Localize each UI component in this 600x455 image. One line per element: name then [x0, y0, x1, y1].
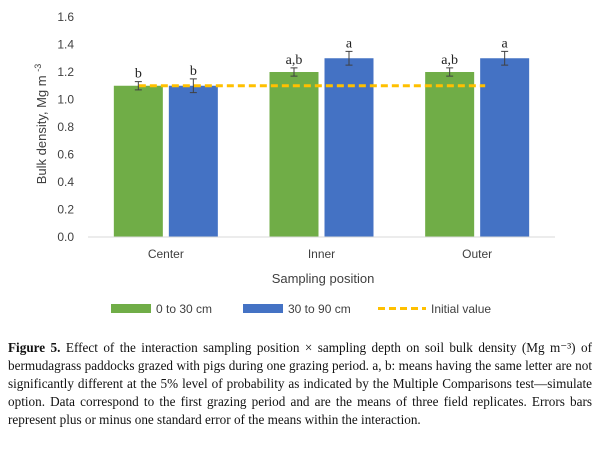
legend-item-0: 0 to 30 cm	[111, 302, 212, 316]
sig-letter-center-series-0: b	[135, 67, 142, 82]
legend-label-0: 0 to 30 cm	[156, 302, 212, 316]
legend-label-2: Initial value	[431, 302, 491, 316]
error-bar-inner-series-0	[290, 67, 298, 77]
x-axis-ticks: Center Inner Outer	[148, 247, 492, 261]
bar-center-series-1	[168, 85, 218, 237]
bar-inner-series-0	[269, 72, 319, 237]
caption-text: Effect of the interaction sampling posit…	[8, 340, 592, 427]
error-bar-inner-series-1	[345, 50, 353, 66]
sig-letter-inner-series-0: a,b	[286, 53, 303, 68]
bar-inner-series-1	[324, 58, 374, 237]
bar-outer-series-0	[425, 72, 475, 237]
x-axis-title: Sampling position	[272, 271, 375, 286]
error-bar-center-series-0	[134, 81, 142, 91]
bars	[113, 58, 530, 237]
bar-center-series-0	[113, 85, 163, 237]
bulk-density-chart: 0.0 0.2 0.4 0.6 0.8 1.0 1.2 1.4 1.6 b b a,b a a,b a C…	[33, 10, 555, 316]
legend-swatch-1	[243, 304, 283, 313]
significance-letters: b b a,b a a,b a	[135, 36, 509, 81]
y-tick-label-1: 0.2	[57, 203, 74, 217]
y-axis-ticks: 0.0 0.2 0.4 0.6 0.8 1.0 1.2 1.4 1.6	[57, 10, 74, 244]
error-bar-outer-series-1	[501, 50, 509, 66]
caption-label: Figure 5.	[8, 340, 61, 355]
y-tick-label-8: 1.6	[57, 10, 74, 24]
sig-letter-center-series-1: b	[190, 64, 197, 79]
x-tick-label-center: Center	[148, 247, 184, 261]
x-tick-label-inner: Inner	[308, 247, 335, 261]
error-bar-outer-series-0	[446, 67, 454, 77]
legend-item-1: 30 to 90 cm	[243, 302, 351, 316]
y-tick-label-3: 0.6	[57, 148, 74, 162]
sig-letter-inner-series-1: a	[346, 36, 353, 51]
legend-swatch-0	[111, 304, 151, 313]
error-bars	[134, 50, 509, 94]
error-bar-center-series-1	[189, 78, 197, 94]
sig-letter-outer-series-0: a,b	[441, 53, 458, 68]
sig-letter-outer-series-1: a	[502, 36, 509, 51]
y-tick-label-7: 1.4	[57, 38, 74, 52]
y-tick-label-5: 1.0	[57, 93, 74, 107]
y-axis-title: Bulk density, Mg m -3	[33, 64, 49, 185]
y-axis-title-superscript: -3	[33, 64, 43, 72]
y-tick-label-6: 1.2	[57, 65, 74, 79]
y-tick-label-4: 0.8	[57, 120, 74, 134]
y-tick-label-2: 0.4	[57, 175, 74, 189]
legend-item-2: Initial value	[378, 302, 491, 316]
figure-caption: Figure 5. Effect of the interaction samp…	[8, 339, 592, 429]
legend: 0 to 30 cm 30 to 90 cm Initial value	[111, 302, 491, 316]
x-tick-label-outer: Outer	[462, 247, 492, 261]
bar-outer-series-1	[480, 58, 530, 237]
legend-label-1: 30 to 90 cm	[288, 302, 351, 316]
y-tick-label-0: 0.0	[57, 230, 74, 244]
